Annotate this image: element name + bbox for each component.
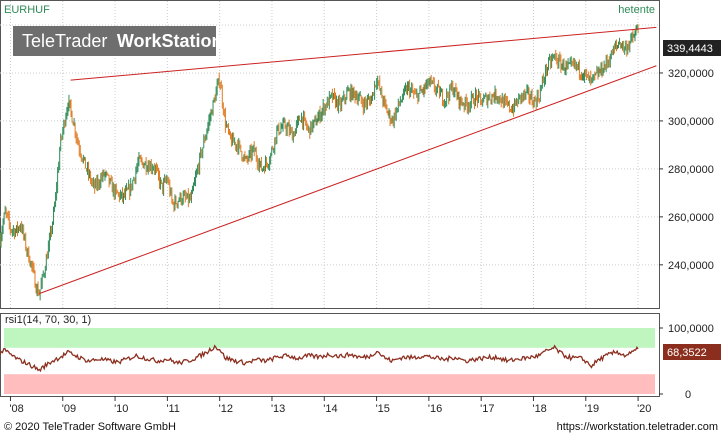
trendline[interactable] [70,26,657,81]
x-tick-label: '09 [62,403,76,415]
last-rsi-bg [663,344,721,360]
last-price-value: 339,4443 [667,43,713,55]
last-rsi-value: 68,3522 [667,347,707,359]
watermark: TeleTrader WorkStation [13,26,223,56]
price-y-axis: 240,0000 260,0000 280,0000 300,0000 320,0000 [659,68,714,272]
rsi-y-axis: 0 100,0000 [659,323,714,401]
rsi-y-tick-label: 0 [685,389,691,401]
x-tick-label: '13 [271,403,285,415]
price-y-tick-label: 280,0000 [668,164,714,176]
rsi-oversold-band [4,374,655,394]
x-tick-label: '17 [480,403,494,415]
rsi-line [0,344,639,373]
trendline[interactable] [39,65,657,295]
price-candles [0,24,639,301]
time-x-axis: '08 '09 '10 '11 '12 '13 '14 '15 '16 '17 '18 '19 '20 [9,396,651,415]
x-tick-label: '12 [219,403,233,415]
x-tick-label: '20 [637,403,651,415]
x-tick-label: '08 [9,403,23,415]
x-tick-label: '11 [166,403,180,415]
price-y-tick-label: 300,0000 [668,116,714,128]
rsi-label: rsi1(14, 70, 30, 1) [5,314,91,326]
footer-copyright: © 2020 TeleTrader Software GmbH [4,421,176,433]
x-tick-label: '15 [376,403,390,415]
watermark-product: WorkStation [117,31,223,51]
symbol-label: EURHUF [4,4,50,16]
price-y-tick-label: 240,0000 [668,260,714,272]
period-label: hetente [618,4,655,16]
rsi-overbought-band [4,328,655,348]
x-tick-label: '16 [428,403,442,415]
x-tick-label: '18 [532,403,546,415]
trendlines [39,26,657,295]
watermark-bg [13,26,216,56]
watermark-brand: TeleTrader [22,31,107,51]
x-tick-label: '19 [585,403,599,415]
rsi-y-tick-label: 100,0000 [668,323,714,335]
svg-text:TeleTrader WorkStation: TeleTrader WorkStation [22,31,223,51]
x-tick-label: '10 [114,403,128,415]
last-price-badge: 339,4443 [663,40,721,56]
x-tick-label: '14 [323,403,337,415]
price-y-tick-label: 260,0000 [668,212,714,224]
price-y-tick-label: 320,0000 [668,68,714,80]
last-price-bg [663,40,721,56]
footer-url[interactable]: https://workstation.teletrader.com [557,421,718,433]
rsi-bands [4,328,655,394]
last-rsi-badge: 68,3522 [663,344,721,360]
